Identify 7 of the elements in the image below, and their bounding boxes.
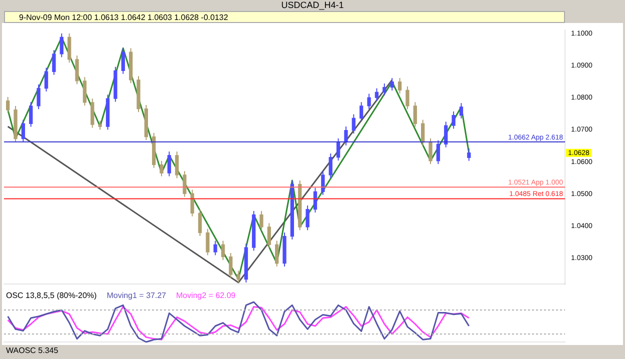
chart-title: OSC 13,8,5,5 (80%-20%) [6,291,97,300]
chart-title: USDCAD_H4-1 [280,0,345,11]
candlestick [98,120,102,130]
text: Moving2 = 62.09 [176,291,236,300]
chart-subtitle: 9-Nov-09 Mon 12:00 1.0613 1.0642 1.0603 1.0628 -0.0132 [4,11,565,23]
text: WAOSC 5.345 [5,345,60,356]
series-label: Moving1 = 37.27 [106,291,166,300]
